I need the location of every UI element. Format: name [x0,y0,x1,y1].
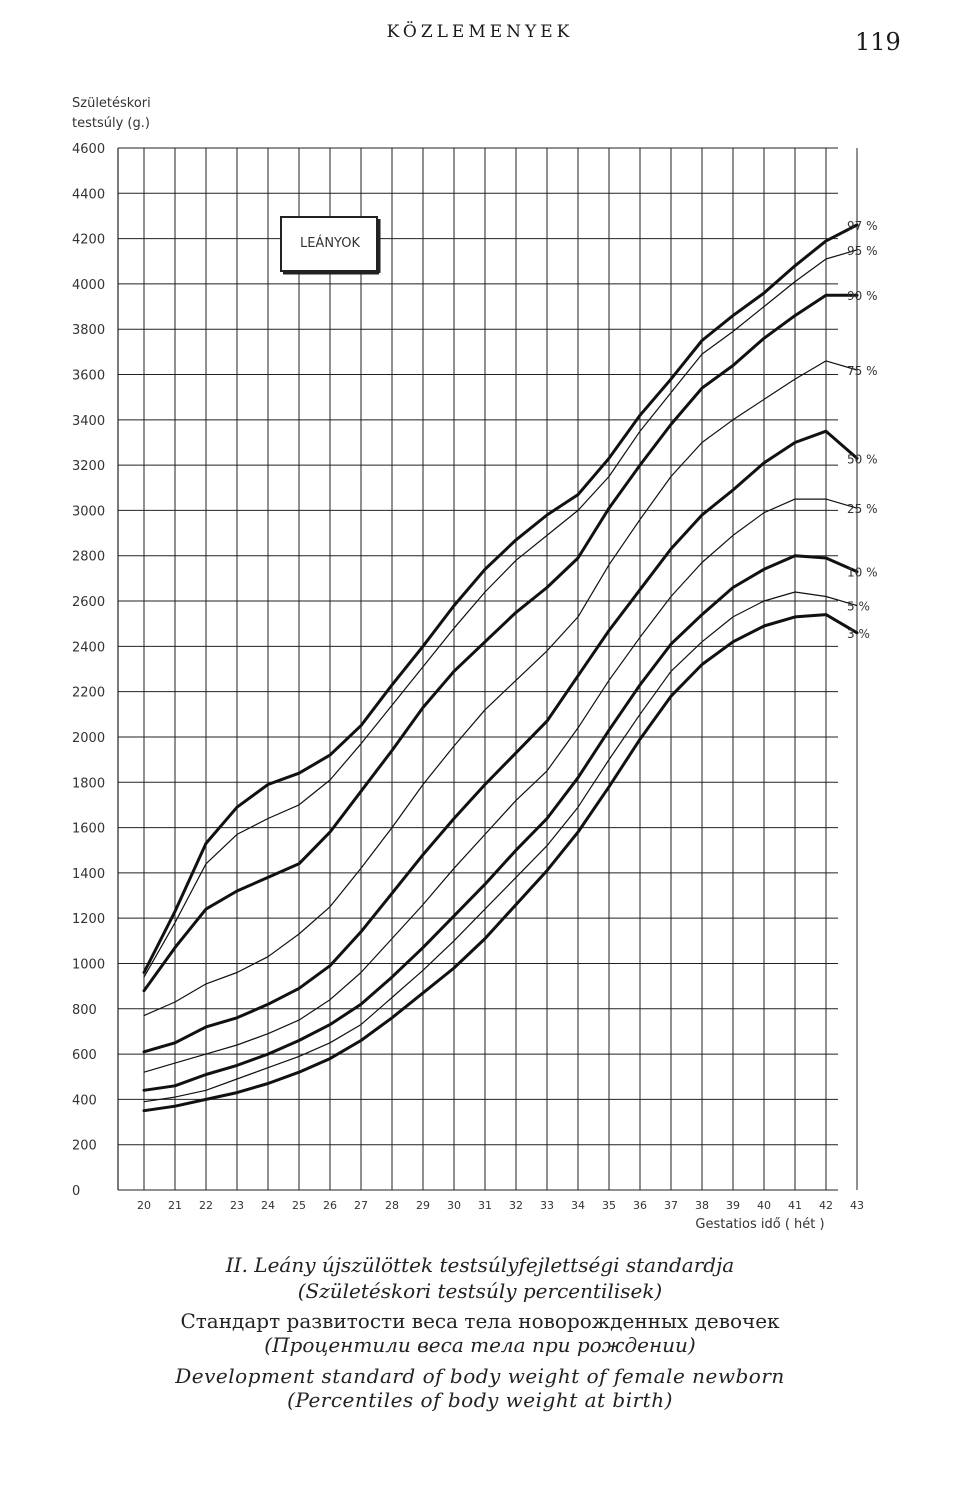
y-tick-label: 4400 [72,187,105,202]
percentile-line [143,498,858,1073]
x-tick-label: 41 [788,1199,802,1212]
caption-english-subtitle: (Percentiles of body weight at birth) [287,1388,673,1412]
caption-english-title: Development standard of body weight of f… [175,1364,785,1388]
percentile-line [143,360,858,1017]
y-tick-label: 2000 [72,731,105,746]
x-tick-label: 20 [137,1199,151,1212]
percentile-line [143,249,858,978]
running-head: KÖZLEMENYEK [386,22,574,42]
x-tick-label: 21 [168,1199,182,1212]
percentile-line [142,554,859,1092]
x-tick-label: 39 [726,1199,740,1212]
y-tick-label: 1200 [72,912,105,927]
y-tick-label: 600 [72,1048,97,1063]
x-tick-label: 43 [850,1199,864,1212]
x-tick-label: 32 [509,1199,523,1212]
percentile-line [142,429,859,1054]
y-tick-label: 3600 [72,369,105,384]
page-number: 119 [855,28,901,56]
x-tick-label: 31 [478,1199,492,1212]
y-tick-label: 1800 [72,776,105,791]
percentile-line [142,613,859,1113]
caption-hungarian-title: II. Leány újszülöttek testsúlyfejlettség… [225,1253,735,1277]
series-label: 25 % [847,502,878,516]
y-tick-label: 3000 [72,504,105,519]
series-label: 10 % [847,566,878,580]
y-tick-label: 4600 [72,142,105,157]
x-tick-label: 36 [633,1199,647,1212]
x-tick-label: 30 [447,1199,461,1212]
y-tick-label: 400 [72,1093,97,1108]
y-tick-label: 200 [72,1139,97,1154]
y-axis-title-line1: Születéskori [72,96,151,111]
caption-russian-subtitle: (Процентили веса тела при рождении) [264,1333,696,1357]
x-tick-label: 27 [354,1199,368,1212]
x-tick-label: 38 [695,1199,709,1212]
chart-labels: 0 200 400 600 800 1000 1200 1400 1600 1800 2000 220… [72,142,878,1212]
x-tick-label: 37 [664,1199,678,1212]
y-tick-label: 3400 [72,414,105,429]
percentile-lines [142,223,859,1113]
x-tick-label: 28 [385,1199,399,1212]
y-tick-label: 1600 [72,822,105,837]
y-tick-label: 2400 [72,640,105,655]
legend-box: LEÁNYOK [280,216,381,275]
y-tick-label: 1400 [72,867,105,882]
y-tick-label: 4000 [72,278,105,293]
x-tick-label: 29 [416,1199,430,1212]
series-label: 95 % [847,244,878,258]
x-tick-label: 24 [261,1199,275,1212]
series-label: 75 % [847,364,878,378]
y-tick-label: 800 [72,1003,97,1018]
x-axis-title: Gestatios idő ( hét ) [695,1217,824,1232]
y-tick-label: 3200 [72,459,105,474]
percentile-line [142,223,859,974]
x-tick-label: 34 [571,1199,585,1212]
legend-box-label: LEÁNYOK [300,235,361,251]
x-tick-label: 26 [323,1199,337,1212]
y-tick-label: 2800 [72,550,105,565]
percentile-line [143,591,858,1103]
y-tick-label: 3800 [72,323,105,338]
x-tick-label: 22 [199,1199,213,1212]
series-label: 50 % [847,452,878,466]
series-label: 5 % [847,600,870,614]
y-tick-label: 4200 [72,233,105,248]
caption-russian-title: Стандарт развитости веса тела новорожден… [180,1309,780,1333]
x-tick-label: 23 [230,1199,244,1212]
series-label: 97 % [847,219,878,233]
caption-hungarian-subtitle: (Születéskori testsúly percentilisek) [297,1279,663,1303]
y-tick-label: 0 [72,1184,80,1199]
growth-chart: 0 200 400 600 800 1000 1200 1400 1600 1800 2000 220… [72,96,878,1232]
y-tick-label: 1000 [72,957,105,972]
series-label: 90 % [847,289,878,303]
x-tick-label: 35 [602,1199,616,1212]
chart-grid [117,147,858,1191]
series-label: 3 % [847,627,870,641]
y-tick-label: 2200 [72,686,105,701]
x-tick-label: 42 [819,1199,833,1212]
x-tick-label: 25 [292,1199,306,1212]
y-tick-label: 2600 [72,595,105,610]
y-axis-title-line2: testsúly (g.) [72,116,150,131]
x-tick-label: 33 [540,1199,554,1212]
percentile-line [142,293,859,993]
x-tick-label: 40 [757,1199,771,1212]
